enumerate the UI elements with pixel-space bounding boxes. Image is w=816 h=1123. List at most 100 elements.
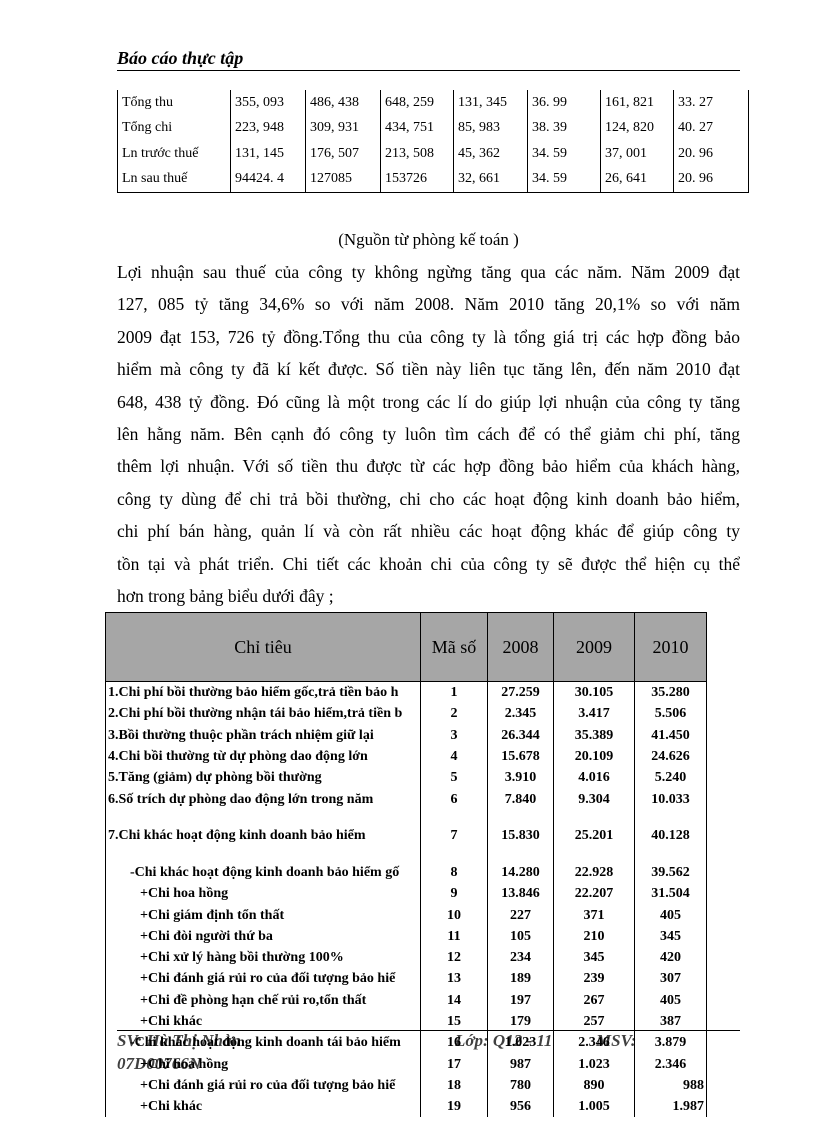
table-cell: 18 — [420, 1074, 488, 1097]
paragraph-line: tồn tại và phát triển. Chi tiết các khoả… — [117, 553, 740, 574]
table-row: 4.Chi bồi thường từ dự phòng dao động lớ… — [105, 745, 707, 768]
table-cell: 35.280 — [634, 681, 707, 704]
table-cell: 355, 093 — [230, 90, 306, 116]
table-row: 2.Chi phí bồi thường nhận tái bảo hiểm,t… — [105, 703, 707, 725]
table-cell: 40.128 — [634, 809, 707, 862]
table-cell: Tổng chi — [117, 115, 231, 141]
table-cell: 387 — [634, 1010, 707, 1033]
paragraph-line: 648, 438 tỷ đồng. Đó cũng là một trong c… — [117, 391, 740, 412]
table-cell: 26, 641 — [600, 166, 674, 193]
table-cell: 33. 27 — [673, 90, 749, 116]
table-cell: 213, 508 — [380, 141, 454, 167]
table-cell: 176, 507 — [305, 141, 381, 167]
table-cell: 10.033 — [634, 788, 707, 810]
footer-student: SV: Hà Thị Nhàn — [117, 1031, 241, 1050]
table-cell: 12 — [420, 946, 488, 969]
table-cell: 5.Tăng (giảm) dự phòng bồi thường — [105, 767, 421, 789]
table-cell: 1.Chi phí bồi thường bảo hiểm gốc,trả ti… — [105, 681, 421, 704]
table-cell: 3 — [420, 724, 488, 746]
paragraph-line: hiểm mà công ty đã kí kết được. Số tiền … — [117, 359, 740, 380]
table-cell: 486, 438 — [305, 90, 381, 116]
table-row: 3.Bồi thường thuộc phần trách nhiệm giữ … — [105, 724, 707, 746]
table-cell: -Chi khác hoạt động kinh doanh tái bảo h… — [105, 1032, 421, 1054]
table-cell: 14.280 — [487, 861, 554, 884]
table-cell: 17 — [420, 1053, 488, 1075]
source-note: (Nguồn từ phòng kế toán ) — [338, 230, 519, 249]
table-cell: 9 — [420, 883, 488, 905]
table-row: 7.Chi khác hoạt động kinh doanh bảo hiểm… — [105, 809, 707, 862]
table-cell: 124, 820 — [600, 115, 674, 141]
table-cell: 5.506 — [634, 703, 707, 725]
table-cell: 6.Số trích dự phòng dao động lớn trong n… — [105, 788, 421, 810]
table-cell: 127085 — [305, 166, 381, 193]
table-row: +Chi xử lý hàng bồi thường 100% 12 234 345 4… — [105, 946, 707, 969]
column-header: Mã số — [420, 612, 488, 682]
table-cell: 307 — [634, 968, 707, 990]
table-cell: 153726 — [380, 166, 454, 193]
table-cell: +Chi đòi người thứ ba — [105, 925, 421, 947]
table-cell: 13 — [420, 968, 488, 990]
table-cell: 257 — [553, 1010, 635, 1033]
table-cell: 420 — [634, 946, 707, 969]
footer-class: Lớp: Q12 - 11 — [455, 1031, 553, 1050]
table-row: +Chi đòi người thứ ba 11 105 210 345 — [105, 925, 707, 947]
table-cell: 32, 661 — [453, 166, 528, 193]
table-cell: +Chi khác — [105, 1096, 421, 1118]
table-cell: 41.450 — [634, 724, 707, 746]
header-title: Báo cáo thực tập — [117, 48, 244, 68]
table-cell: 2.Chi phí bồi thường nhận tái bảo hiểm,t… — [105, 703, 421, 725]
table-cell: 239 — [553, 968, 635, 990]
table-cell: 25.201 — [553, 809, 635, 862]
table-cell: 161, 821 — [600, 90, 674, 116]
table-row: +Chi khác 15 179 257 387 — [105, 1010, 707, 1033]
table-cell: 5.240 — [634, 767, 707, 789]
table-cell: +Chi xử lý hàng bồi thường 100% — [105, 946, 421, 969]
table-cell: 3.879 — [634, 1032, 707, 1054]
footer-rule — [117, 1030, 740, 1031]
table-cell: 5 — [420, 767, 488, 789]
table-row: Tổng chi 223, 948 309, 931 434, 751 85, 983 3… — [117, 115, 749, 141]
table-cell: 131, 145 — [230, 141, 306, 167]
expense-table: Chỉ tiêu Mã số 2008 2009 2010 1.Chi phí bồi … — [105, 612, 707, 1118]
table-cell: 987 — [487, 1053, 554, 1075]
summary-table: Tổng thu 355, 093 486, 438 648, 259 131, 345… — [117, 90, 749, 193]
paragraph: Lợi nhuận sau thuế của công ty không ngừ… — [117, 256, 740, 612]
footer-student-id: 07D00766N — [117, 1054, 202, 1073]
table-row: 5.Tăng (giảm) dự phòng bồi thường 5 3.910 4… — [105, 767, 707, 789]
table-cell: 7.840 — [487, 788, 554, 810]
table-cell: 15.830 — [487, 809, 554, 862]
table-cell: 20. 96 — [673, 166, 749, 193]
table-cell: 1.023 — [487, 1032, 554, 1054]
table-row: -Chi khác hoạt động kinh doanh bảo hiểm … — [105, 861, 707, 884]
table-cell: 26.344 — [487, 724, 554, 746]
table-cell: 405 — [634, 989, 707, 1011]
table-cell: 1.987 — [634, 1096, 707, 1118]
table-cell: 345 — [553, 946, 635, 969]
table-cell: 988 — [634, 1074, 707, 1097]
table-cell: 6 — [420, 788, 488, 810]
table-cell: 34. 59 — [527, 141, 601, 167]
table-cell: 14 — [420, 989, 488, 1011]
table-cell: 35.389 — [553, 724, 635, 746]
header-row: Chỉ tiêu Mã số 2008 2009 2010 — [105, 612, 707, 682]
table-row: +Chi giám định tổn thất 10 227 371 405 — [105, 904, 707, 926]
table-cell: 40. 27 — [673, 115, 749, 141]
paragraph-line: công ty dùng để chi trả bồi thường, chi … — [117, 488, 740, 509]
table-cell: 37, 001 — [600, 141, 674, 167]
table-cell: 94424. 4 — [230, 166, 306, 193]
table-cell: Tổng thu — [117, 90, 231, 116]
table-cell: 780 — [487, 1074, 554, 1097]
table-cell: 3.910 — [487, 767, 554, 789]
table-cell: 371 — [553, 904, 635, 926]
table-row: +Chi đánh giá rủi ro của đối tượng bảo h… — [105, 968, 707, 990]
column-header: 2009 — [553, 612, 635, 682]
paragraph-line: lên hằng năm. Bên cạnh đó công ty luôn t… — [117, 423, 740, 444]
table-row: +Chi đánh giá rủi ro của đối tượng bảo h… — [105, 1074, 707, 1097]
table-cell: +Chi giám định tổn thất — [105, 904, 421, 926]
table-cell: 105 — [487, 925, 554, 947]
footer-msv: MSV: — [596, 1031, 637, 1050]
table-cell: 2.346 — [634, 1053, 707, 1075]
table-cell: 189 — [487, 968, 554, 990]
table-cell: 3.417 — [553, 703, 635, 725]
